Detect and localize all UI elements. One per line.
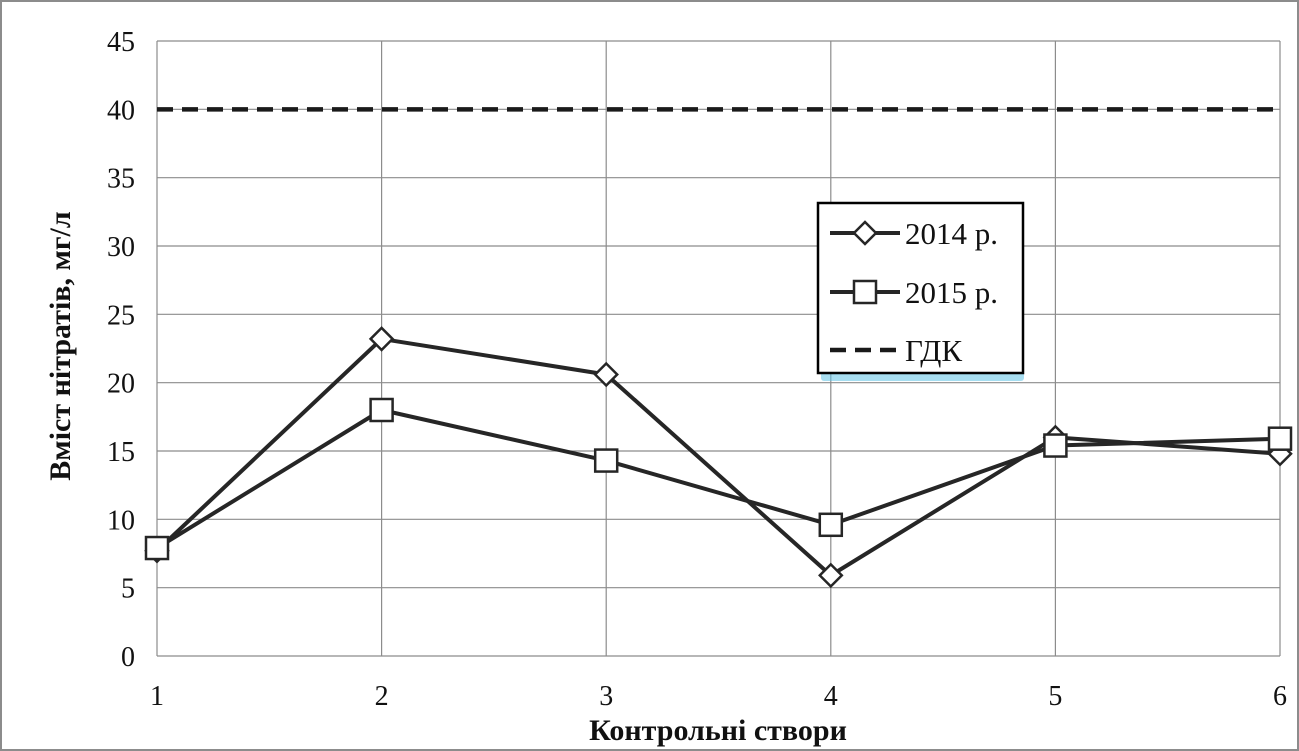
series-1-point <box>368 326 395 352</box>
series-2-point <box>593 448 619 473</box>
series-2-line <box>155 408 1281 550</box>
x-tick-label: 4 <box>824 681 838 712</box>
y-axis-ticks: 0 5 10 15 20 25 30 35 40 45 <box>107 27 135 673</box>
x-axis-ticks: 1 2 3 4 5 6 <box>150 681 1287 712</box>
y-tick-label: 40 <box>107 95 135 126</box>
x-axis-title: Контрольні створи <box>589 714 847 747</box>
series-1-point <box>593 361 619 388</box>
series-2-point <box>818 512 844 538</box>
x-tick-label: 6 <box>1273 681 1287 712</box>
series-1-line <box>155 336 1281 578</box>
series-2-point <box>1043 433 1068 458</box>
y-tick-label: 25 <box>107 300 135 331</box>
legend-swatch-marker <box>852 279 878 305</box>
series-1-point <box>818 562 844 589</box>
series <box>144 107 1293 589</box>
y-tick-label: 0 <box>121 642 135 673</box>
y-tick-label: 10 <box>107 505 135 536</box>
y-tick-label: 5 <box>121 574 135 605</box>
series-2-point <box>1267 426 1293 451</box>
x-tick-label: 3 <box>599 681 613 712</box>
x-tick-label: 1 <box>150 681 164 712</box>
y-tick-label: 30 <box>107 232 135 263</box>
y-tick-label: 35 <box>107 164 135 195</box>
x-tick-label: 2 <box>375 681 389 712</box>
series-2-point <box>144 535 170 561</box>
legend: 2014 р. 2015 р. ГДК <box>816 201 1025 381</box>
y-tick-label: 20 <box>107 369 135 400</box>
y-axis-title: Вміст нітратів, мг/л <box>44 211 77 481</box>
y-tick-label: 15 <box>107 437 135 468</box>
x-tick-label: 5 <box>1048 681 1062 712</box>
y-tick-label: 45 <box>107 27 135 58</box>
legend-label: 2014 р. <box>905 216 998 251</box>
legend-label: 2015 р. <box>905 275 998 310</box>
legend-label: ГДК <box>905 333 962 368</box>
series-2-point <box>369 397 394 423</box>
legend-swatch-marker <box>852 220 878 246</box>
